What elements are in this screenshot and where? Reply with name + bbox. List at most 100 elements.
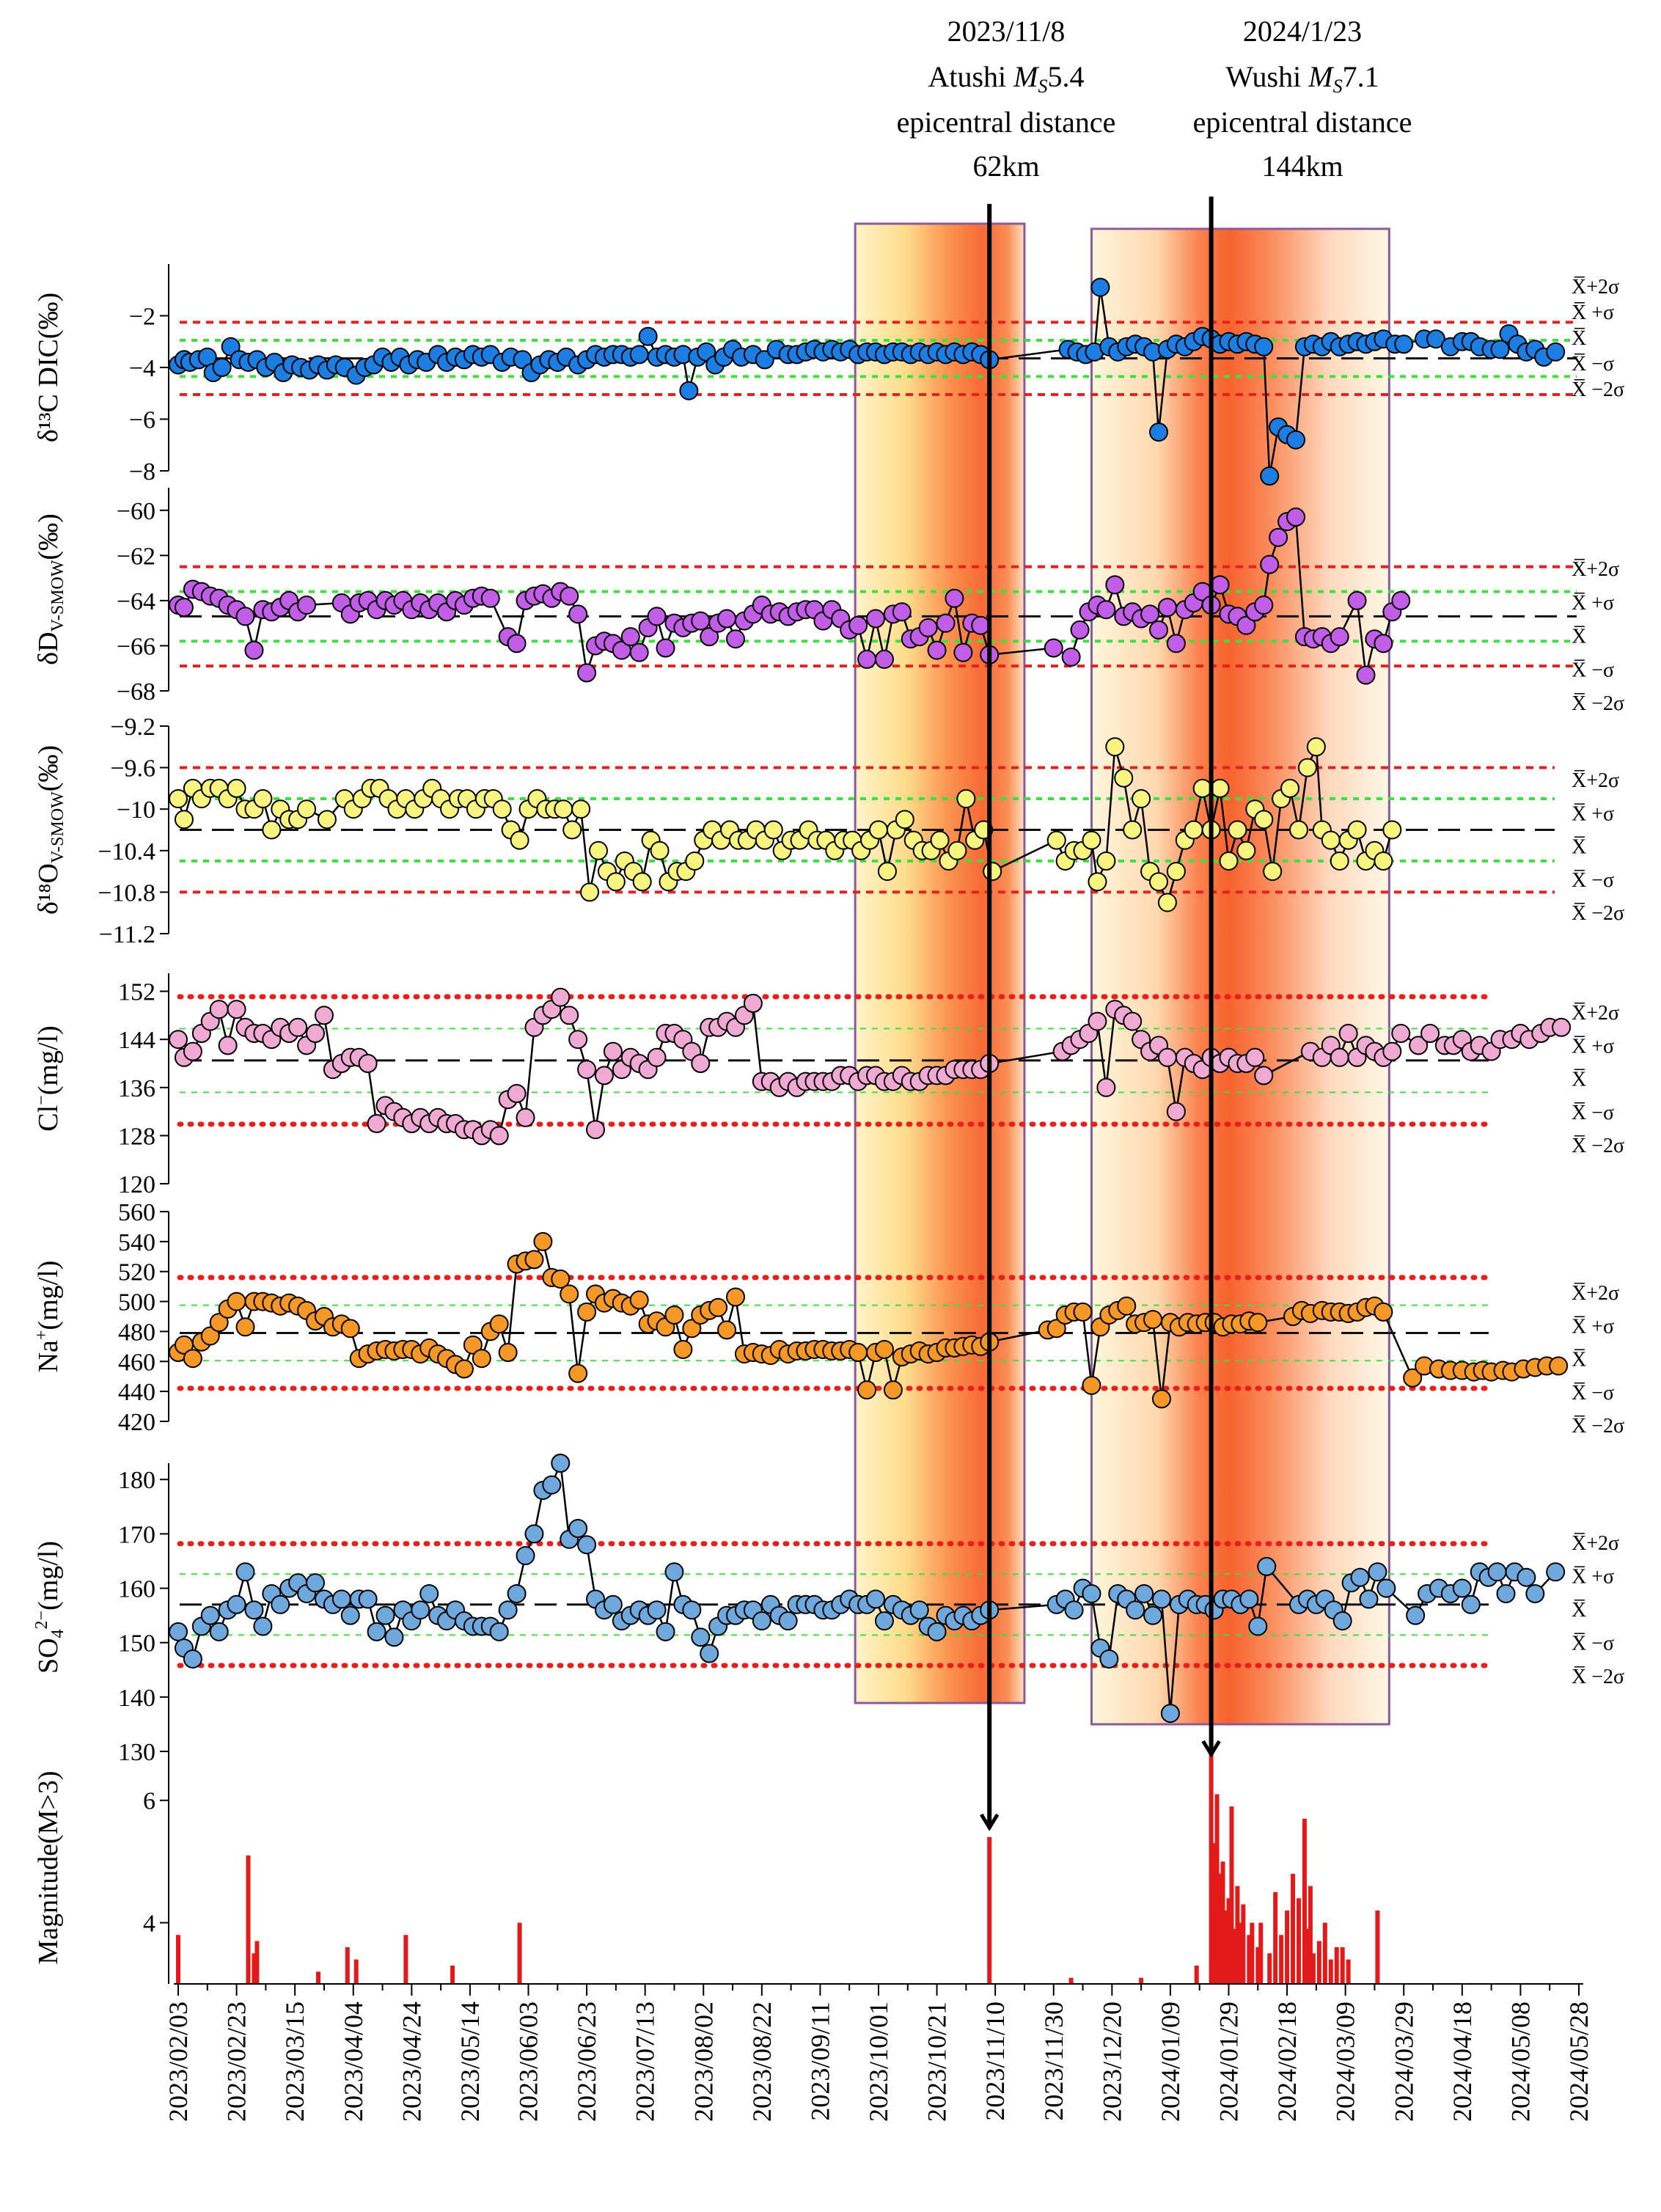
y-tick-label: 540 [118,1229,155,1256]
data-point [1487,1562,1507,1582]
data-point [1134,1583,1154,1603]
data-point [507,1084,527,1103]
data-point [1391,1024,1411,1043]
data-point [411,1600,430,1620]
magnitude-bar [1346,1959,1351,1984]
data-point [209,1622,229,1641]
data-point [1376,1578,1396,1598]
data-point [1391,590,1411,610]
data-point [306,1573,326,1593]
x-tick-label: 2023/10/21 [923,2002,952,2122]
data-point [1184,820,1203,840]
band-label-plus1sigma: X̅ +σ [1572,1566,1614,1589]
data-point [367,1114,386,1133]
magnitude-bar [1214,1794,1220,1984]
data-point [983,862,1002,882]
data-point [629,345,649,365]
data-point [463,1335,483,1355]
data-point [656,638,675,658]
data-point [1166,634,1186,653]
data-point [568,1030,588,1050]
data-point [1406,1605,1426,1625]
y-tick-label: −11.2 [99,921,155,948]
y-tick-label: 140 [118,1685,155,1712]
data-point [682,1600,702,1620]
magnitude-bar [1258,1922,1264,1984]
magnitude-bar [252,1953,257,1984]
data-point [1409,1036,1429,1055]
data-point [586,1120,606,1140]
data-point [169,789,188,809]
magnitude-bar [254,1941,260,1984]
data-point [560,1006,579,1025]
panel-dD: −68 −66 −64 −62 −60 δDV-SMOW(‰) X̅+2σ X̅ +σ X̅ X̅… [33,488,1624,715]
data-point [1549,1356,1569,1376]
data-point [874,1611,894,1631]
x-tick-label: 2024/02/18 [1272,2002,1302,2122]
data-point [874,1339,894,1359]
data-point [700,627,719,647]
data-point [1546,342,1566,362]
magnitude-bar [1267,1953,1272,1984]
data-point [1248,1616,1268,1636]
data-point [513,350,532,370]
panel-d13c: −8 −6 −4 −2 δ¹³C DIC(‰) X̅+2σX̅ +σ X̅ X̅ −σX̅ −… [33,264,1624,486]
data-point [174,598,194,618]
data-point [778,1611,798,1631]
data-point [857,1380,877,1400]
x-tick-label: 2023/04/24 [397,2002,426,2122]
magnitude-bar [316,1971,320,1984]
data-point [700,1644,719,1663]
data-point [1157,598,1177,618]
data-point [297,799,317,819]
band-label-minus2sigma: X̅ −2σ [1572,1415,1624,1438]
data-point [489,1622,509,1641]
magnitude-bar [1322,1922,1327,1984]
band-label-minus1sigma: X̅ −σ [1572,1382,1614,1405]
data-point [1046,830,1066,850]
x-tick-label: 2023/07/13 [631,2002,660,2122]
band-label-minus2sigma: X̅ −2σ [1572,902,1624,925]
data-point [1096,600,1116,620]
data-point [1254,337,1274,356]
data-point [1082,1375,1101,1395]
x-tick-label: 2023/09/11 [805,2002,835,2121]
magnitude-bar [176,1935,180,1984]
band-label-minus1sigma: X̅ −σ [1572,353,1614,376]
data-point [1099,1649,1119,1669]
data-point [169,1622,188,1641]
data-point [235,1317,255,1337]
x-tick-label: 2023/04/04 [339,2002,368,2122]
data-point [866,1589,886,1609]
x-tick-label: 2023/06/03 [514,2002,543,2122]
panel-cl: 120 128 136 144 152 Cl−(mg/l) X̅+2σ X̅ +σ X̅ X̅ −… [32,973,1624,1198]
data-point [664,1305,684,1325]
data-point [1280,778,1300,798]
data-point [1149,422,1168,442]
data-point [594,1066,614,1085]
y-tick-label: −9.6 [110,755,155,783]
y-tick-label: −2 [129,304,155,331]
event-date: 2024/1/23 [1243,15,1362,48]
magnitude-bar [1279,1935,1284,1984]
band-label-mean: X̅ [1572,327,1586,350]
data-point [560,1284,579,1304]
x-tick-label: 2023/08/02 [689,2002,718,2122]
data-point [1236,615,1256,635]
data-point [1420,1024,1440,1043]
data-point [1368,1562,1387,1582]
data-point [498,1600,518,1620]
data-point [1286,508,1306,527]
y-tick-label: 136 [118,1075,155,1102]
event-distance-label: epicentral distance [1193,106,1412,139]
data-point [629,1290,649,1310]
data-point [1330,1047,1349,1067]
data-point [1525,1583,1545,1603]
data-point [510,830,529,850]
x-tick-label: 2024/01/09 [1156,2002,1185,2122]
data-point [1046,1319,1066,1338]
band-label-plus1sigma: X̅ +σ [1572,301,1614,324]
y-tick-label: 460 [118,1349,155,1376]
x-axis: 2023/02/03 2023/02/23 2023/03/15 2023/04/04… [164,1983,1594,2122]
magnitude-bar [1334,1947,1339,1984]
